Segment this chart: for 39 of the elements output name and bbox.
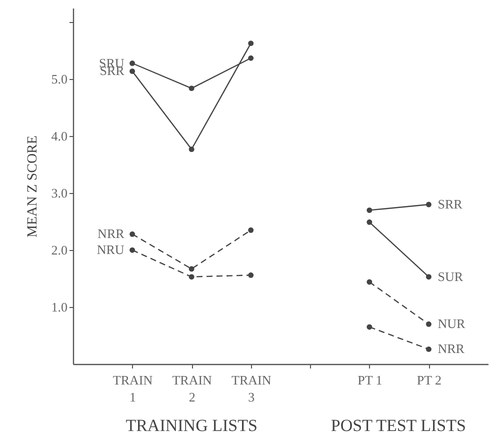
- y-tick-label: 5.0: [51, 72, 68, 87]
- point: [366, 324, 372, 330]
- point: [188, 266, 194, 272]
- point: [248, 40, 254, 46]
- point: [188, 146, 194, 152]
- point: [366, 219, 372, 225]
- text: TRAINING LISTS: [126, 416, 258, 432]
- point: [366, 279, 372, 285]
- text: POST TEST LISTS: [330, 416, 466, 432]
- point: [130, 247, 136, 253]
- series-label: NRR: [438, 341, 465, 356]
- series-label: NRU: [96, 242, 125, 258]
- y-tick-label: 4.0: [51, 128, 68, 144]
- x-tick-label: TRAIN 1: [112, 372, 154, 404]
- x-tick-label: TRAIN 2: [172, 372, 213, 404]
- point: [130, 68, 136, 74]
- point: [426, 346, 432, 352]
- x-tick-label: TRAIN 3: [232, 372, 272, 404]
- x-tick-label: PT 1: [358, 372, 382, 388]
- point: [248, 227, 254, 233]
- point: [248, 55, 254, 61]
- point: [426, 274, 432, 280]
- y-tick-label: 2.0: [51, 242, 68, 258]
- y-axis-title: MEAN Z SCORE: [25, 136, 40, 238]
- series-label: SRR: [438, 196, 463, 212]
- x-tick-label: PT 2: [416, 372, 442, 388]
- point: [248, 272, 254, 278]
- point: [188, 274, 194, 280]
- point: [188, 86, 194, 92]
- y-tick-label: 3.0: [51, 186, 68, 201]
- point: [426, 321, 432, 327]
- point: [130, 60, 136, 66]
- point: [426, 202, 432, 208]
- series-label: SUR: [438, 268, 464, 284]
- series-label: NUR: [438, 316, 466, 332]
- series-label: NRR: [98, 226, 125, 242]
- y-tick-label: 1.0: [51, 300, 68, 315]
- point: [130, 231, 136, 237]
- point: [366, 207, 372, 213]
